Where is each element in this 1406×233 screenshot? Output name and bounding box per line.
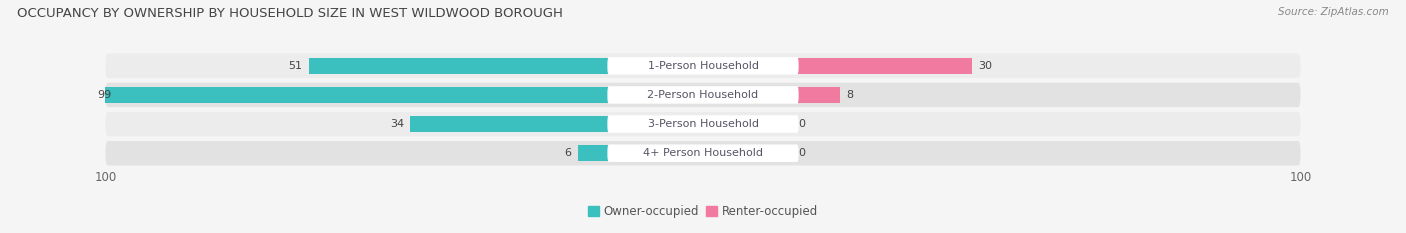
FancyBboxPatch shape — [105, 141, 1301, 165]
FancyBboxPatch shape — [105, 112, 1301, 136]
Text: 0: 0 — [799, 148, 806, 158]
Text: 2-Person Household: 2-Person Household — [647, 90, 759, 100]
Text: 1-Person Household: 1-Person Household — [648, 61, 758, 71]
Text: 6: 6 — [565, 148, 571, 158]
Text: 3-Person Household: 3-Person Household — [648, 119, 758, 129]
Bar — [309, 58, 613, 74]
Bar — [793, 58, 972, 74]
Text: 8: 8 — [846, 90, 853, 100]
FancyBboxPatch shape — [607, 144, 799, 162]
Text: 0: 0 — [799, 119, 806, 129]
FancyBboxPatch shape — [607, 115, 799, 133]
FancyBboxPatch shape — [607, 57, 799, 75]
Text: 34: 34 — [389, 119, 405, 129]
Bar — [793, 87, 841, 103]
FancyBboxPatch shape — [607, 86, 799, 104]
FancyBboxPatch shape — [105, 54, 1301, 78]
Text: OCCUPANCY BY OWNERSHIP BY HOUSEHOLD SIZE IN WEST WILDWOOD BOROUGH: OCCUPANCY BY OWNERSHIP BY HOUSEHOLD SIZE… — [17, 7, 562, 20]
Text: 30: 30 — [979, 61, 991, 71]
Bar — [22, 87, 613, 103]
Bar — [578, 145, 613, 161]
Legend: Owner-occupied, Renter-occupied: Owner-occupied, Renter-occupied — [583, 200, 823, 223]
Text: 99: 99 — [97, 90, 111, 100]
Bar — [411, 116, 613, 132]
FancyBboxPatch shape — [105, 83, 1301, 107]
Text: 4+ Person Household: 4+ Person Household — [643, 148, 763, 158]
Text: Source: ZipAtlas.com: Source: ZipAtlas.com — [1278, 7, 1389, 17]
Text: 51: 51 — [288, 61, 302, 71]
